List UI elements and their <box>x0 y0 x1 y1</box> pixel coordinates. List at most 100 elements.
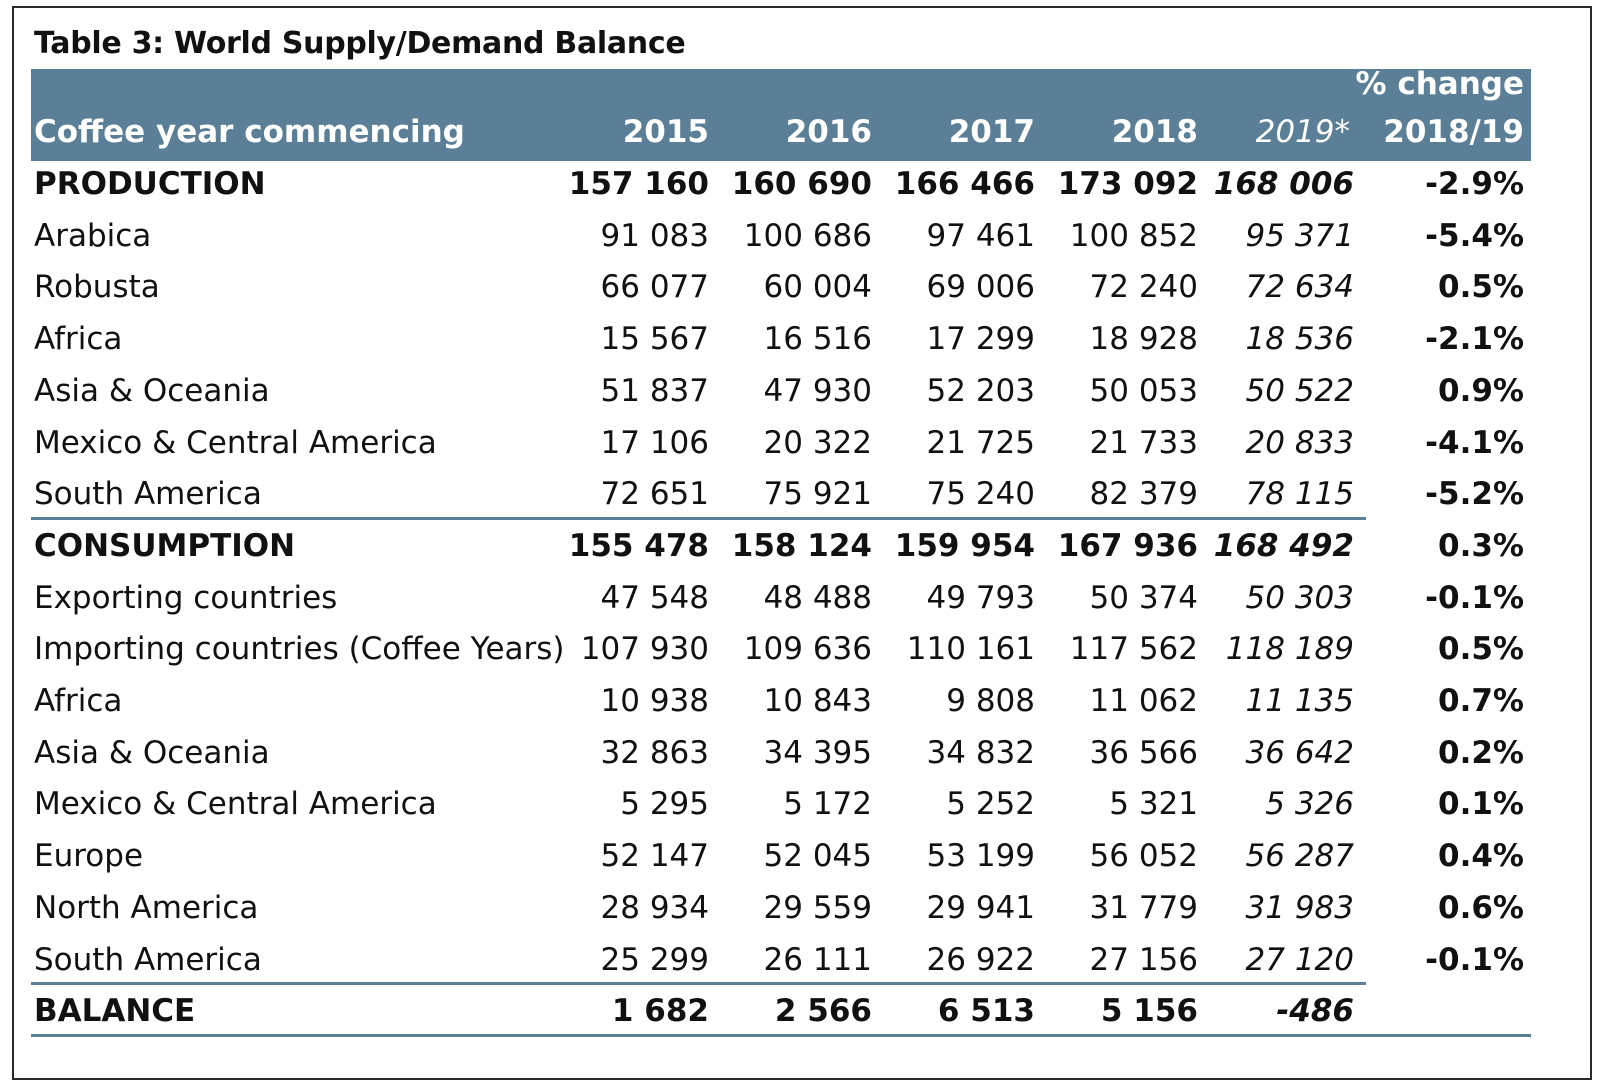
cell-value: 56 287 <box>1245 838 1354 875</box>
cell-value: 21 725 <box>926 424 1035 461</box>
header-change-line2: 2018/19 <box>1383 114 1524 150</box>
cell-value: 11 062 <box>1089 683 1198 719</box>
cell-value: 18 536 <box>1245 321 1354 358</box>
cell-value: 69 006 <box>926 269 1035 306</box>
cell-value: 15 567 <box>600 321 709 358</box>
cell-value: 167 936 <box>1057 527 1198 564</box>
cell-value: 52 203 <box>926 372 1035 409</box>
cell-value: 157 160 <box>568 166 709 202</box>
row-label: Mexico & Central America <box>34 424 437 461</box>
cell-value: 52 147 <box>600 838 709 875</box>
cell-change: 0.9% <box>1438 372 1524 409</box>
cell-value: 117 562 <box>1069 631 1198 668</box>
cell-value: 18 928 <box>1089 321 1198 358</box>
cell-change: -5.2% <box>1425 476 1524 513</box>
cell-value: 109 636 <box>743 631 872 668</box>
row-label: Asia & Oceania <box>34 372 270 409</box>
table-row: South America 72 651 75 921 75 240 82 379 78 … <box>14 468 1590 520</box>
cell-value: 110 161 <box>906 631 1035 668</box>
cell-value: 48 488 <box>763 579 872 616</box>
table-row: Mexico & Central America 5 295 5 172 5 252 5… <box>14 778 1590 830</box>
cell-value: 32 863 <box>600 734 709 771</box>
cell-value: -486 <box>1276 993 1354 1030</box>
header-change-line1: % change <box>1355 66 1524 102</box>
cell-value: 17 106 <box>600 424 709 461</box>
cell-change: -5.4% <box>1425 217 1524 254</box>
cell-change: 0.2% <box>1438 734 1524 771</box>
cell-value: 173 092 <box>1057 166 1198 202</box>
cell-change: -0.1% <box>1425 941 1524 978</box>
cell-value: 31 779 <box>1089 889 1198 926</box>
cell-change: 0.6% <box>1438 889 1524 926</box>
cell-value: 11 135 <box>1245 683 1354 719</box>
cell-value: 5 295 <box>620 786 709 823</box>
table-row: Europe 52 147 52 045 53 199 56 052 56 287 0.4% <box>14 830 1590 882</box>
table-row: Africa 15 567 16 516 17 299 18 928 18 536 -2.1… <box>14 313 1590 365</box>
table-row: Importing countries (Coffee Years) 107 93… <box>14 623 1590 675</box>
row-label: Importing countries (Coffee Years) <box>34 631 565 668</box>
row-label: Asia & Oceania <box>34 734 270 771</box>
cell-value: 91 083 <box>600 217 709 254</box>
cell-value: 75 240 <box>926 476 1035 513</box>
cell-value: 21 733 <box>1089 424 1198 461</box>
row-label: South America <box>34 941 262 978</box>
row-label: South America <box>34 476 262 513</box>
table-row: Robusta 66 077 60 004 69 006 72 240 72 634 0.5… <box>14 261 1590 313</box>
cell-change: 0.7% <box>1438 683 1524 719</box>
row-label: Robusta <box>34 269 160 306</box>
table-row: Asia & Oceania 32 863 34 395 34 832 36 566 36… <box>14 727 1590 779</box>
row-label: Mexico & Central America <box>34 786 437 823</box>
separator-consumption <box>31 982 1366 985</box>
cell-value: 168 492 <box>1213 527 1354 564</box>
cell-value: 56 052 <box>1089 838 1198 875</box>
separator-production <box>31 517 1366 520</box>
cell-value: 50 053 <box>1089 372 1198 409</box>
cell-change: 0.1% <box>1438 786 1524 823</box>
cell-value: 51 837 <box>600 372 709 409</box>
cell-value: 27 120 <box>1245 941 1354 978</box>
cell-change: -2.9% <box>1425 166 1524 202</box>
cell-value: 29 941 <box>926 889 1035 926</box>
cell-value: 5 321 <box>1109 786 1198 823</box>
row-label: PRODUCTION <box>34 166 266 202</box>
table-row: Africa 10 938 10 843 9 808 11 062 11 135 0.7% <box>14 675 1590 727</box>
cell-value: 9 808 <box>946 683 1035 719</box>
cell-value: 6 513 <box>937 993 1035 1030</box>
cell-value: 50 522 <box>1245 372 1354 409</box>
header-year-2019: 2019* <box>1255 114 1350 150</box>
row-label: Africa <box>34 321 123 358</box>
cell-value: 47 548 <box>600 579 709 616</box>
cell-value: 82 379 <box>1089 476 1198 513</box>
table-row: CONSUMPTION 155 478 158 124 159 954 167 936 1… <box>14 520 1590 572</box>
cell-value: 29 559 <box>763 889 872 926</box>
cell-value: 5 156 <box>1100 993 1198 1030</box>
table-row: PRODUCTION 157 160 160 690 166 466 173 092 16… <box>14 158 1590 210</box>
header-band <box>31 69 1531 161</box>
cell-value: 107 930 <box>580 631 709 668</box>
cell-value: 158 124 <box>731 527 872 564</box>
cell-value: 26 111 <box>763 941 872 978</box>
cell-value: 95 371 <box>1245 217 1354 254</box>
cell-change: -4.1% <box>1425 424 1524 461</box>
cell-value: 49 793 <box>926 579 1035 616</box>
cell-value: 53 199 <box>926 838 1035 875</box>
cell-value: 20 322 <box>763 424 872 461</box>
cell-change: 0.5% <box>1438 631 1524 668</box>
header-year-2018: 2018 <box>1111 114 1198 150</box>
cell-value: 5 172 <box>783 786 872 823</box>
cell-value: 25 299 <box>600 941 709 978</box>
cell-value: 36 642 <box>1245 734 1354 771</box>
table-row: South America 25 299 26 111 26 922 27 156 27 … <box>14 934 1590 986</box>
table-row: Arabica 91 083 100 686 97 461 100 852 95 371 -… <box>14 210 1590 262</box>
table-row: Asia & Oceania 51 837 47 930 52 203 50 053 50… <box>14 365 1590 417</box>
cell-value: 28 934 <box>600 889 709 926</box>
cell-value: 78 115 <box>1245 476 1354 513</box>
cell-value: 36 566 <box>1089 734 1198 771</box>
cell-value: 5 252 <box>946 786 1035 823</box>
row-label: Africa <box>34 683 123 719</box>
cell-value: 52 045 <box>763 838 872 875</box>
row-label: Arabica <box>34 217 152 254</box>
row-label: Europe <box>34 838 144 875</box>
cell-value: 160 690 <box>731 166 872 202</box>
cell-change: 0.5% <box>1438 269 1524 306</box>
